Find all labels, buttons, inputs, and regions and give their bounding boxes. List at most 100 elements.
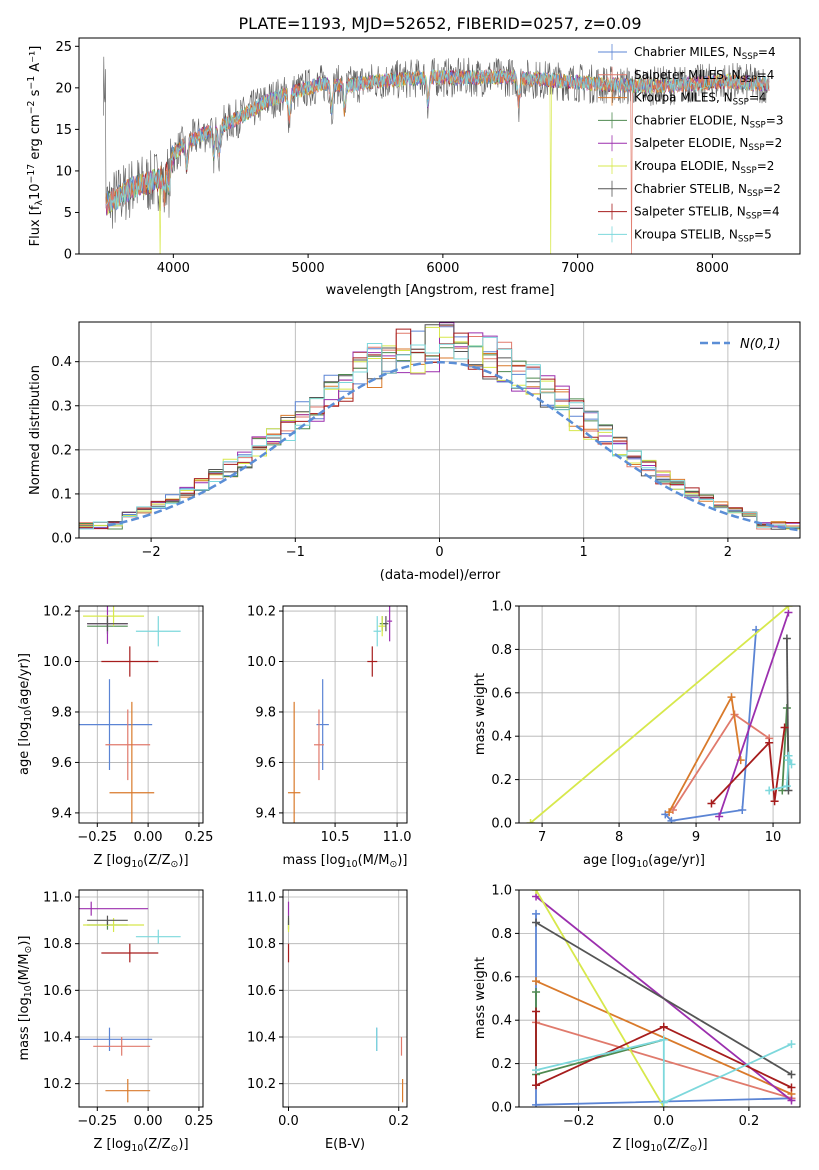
label-span: (age/yr)]	[648, 853, 705, 868]
weight-line-kroupa_elodie	[535, 890, 665, 1107]
y-tick-label: 9.8	[51, 705, 72, 720]
x-axis-label: mass [log10(M/M⊙)]	[283, 853, 408, 870]
label-span: erg cm	[28, 114, 43, 163]
weight-marker-chabrier_stelib	[782, 634, 791, 643]
y-tick-label: 10.4	[43, 1031, 72, 1046]
x-axis-label: Z [log10(Z/Z⊙)]	[93, 853, 188, 870]
weight-marker-kroupa_elodie	[784, 606, 793, 610]
weight-marker-kroupa_stelib	[532, 1066, 541, 1075]
y-tick-label: 0.0	[51, 532, 72, 547]
label-span: =4	[762, 205, 780, 219]
y-tick-label: 10.0	[43, 655, 72, 670]
weight-marker-kroupa_stelib	[765, 786, 774, 795]
label-span: wavelength [Angstrom, rest frame]	[326, 283, 555, 298]
x-tick-label: 6000	[426, 261, 459, 276]
label-span: s	[28, 89, 43, 100]
label-span: 10	[131, 859, 143, 870]
axes-frame	[518, 605, 801, 824]
y-tick-label: 10.4	[247, 1031, 276, 1046]
label-span: )]	[178, 853, 188, 868]
x-tick-label: −1	[286, 545, 305, 560]
gaussian-curve	[107, 360, 800, 532]
label-span: (M/M	[17, 954, 32, 986]
label-span: )]	[697, 1137, 707, 1152]
y-tick-label: 10.2	[247, 1077, 276, 1092]
label-span: A⁻¹]	[28, 46, 43, 76]
weight_vs_age-panel	[515, 605, 801, 827]
weight-line-salpeter_elodie	[718, 612, 790, 817]
label-span: 10	[636, 859, 648, 870]
label-span: (M/M	[358, 853, 390, 868]
label-span: 10	[131, 1143, 143, 1154]
spectrum-panel	[75, 37, 801, 258]
weight-marker-salpeter_stelib	[765, 738, 774, 747]
weight-marker-chabrier_stelib	[532, 918, 541, 927]
y-tick-label: 10.6	[247, 984, 276, 999]
weight-line-chabrier_elodie	[535, 992, 665, 1076]
age_vs_mass-plot-area	[287, 606, 393, 823]
label-span: Chabrier MILES, N	[634, 45, 742, 59]
label-span: Normed distribution	[28, 365, 43, 495]
x-tick-label: 0.0	[653, 1114, 674, 1129]
label-span: =5	[754, 227, 772, 241]
x-tick-label: −0.25	[77, 830, 117, 845]
label-span: SSP	[733, 98, 749, 108]
x-tick-label: 0.2	[388, 1114, 409, 1129]
label-span: (Z/Z	[662, 1137, 689, 1152]
x-tick-label: 7	[538, 830, 546, 845]
weight-line-kroupa_stelib	[535, 1038, 792, 1105]
y-tick-label: 1.0	[491, 600, 512, 615]
y-axis-label: age [log10(age/yr)]	[17, 653, 34, 775]
y-tick-label: 9.4	[255, 806, 276, 821]
y-tick-label: 0	[64, 248, 72, 263]
age_vs_Z-plot-area	[79, 606, 181, 823]
legend-label-gaussian: N(0,1)	[740, 337, 781, 352]
weight-marker-kroupa_miles	[665, 808, 674, 817]
label-span: −1	[26, 76, 37, 90]
legend-label-salpeter_elodie: Salpeter ELODIE, NSSP=2	[634, 136, 782, 153]
label-span: 10	[23, 710, 34, 722]
y-axis-label: Normed distribution	[28, 365, 43, 495]
label-span: )]	[17, 936, 32, 946]
label-span: (age/yr)]	[17, 653, 32, 710]
age_vs_mass-panel	[279, 605, 408, 827]
label-span: Salpeter ELODIE, N	[634, 136, 748, 150]
label-span: Z [log	[93, 853, 131, 868]
label-span: Chabrier STELIB, N	[634, 182, 747, 196]
x-axis-label: Z [log10(Z/Z⊙)]	[612, 1137, 707, 1154]
weight-marker-salpeter_elodie	[715, 812, 724, 821]
weight-marker-kroupa_miles	[727, 693, 736, 702]
label-span: 10	[28, 183, 43, 200]
x-tick-label: 5000	[292, 261, 325, 276]
weight-line-salpeter_stelib	[535, 1011, 792, 1089]
x-tick-label: 9	[692, 830, 700, 845]
weight-marker-chabrier_miles	[532, 909, 541, 918]
weight-marker-kroupa_stelib	[659, 1098, 668, 1107]
label-span: ⊙	[171, 1143, 179, 1154]
weight-marker-chabrier_stelib	[784, 786, 793, 795]
x-tick-label: 0.2	[739, 1114, 760, 1129]
x-tick-label: 7000	[561, 261, 594, 276]
axes-frame	[78, 37, 801, 255]
axes-frame	[78, 605, 204, 824]
weight-marker-kroupa_stelib	[784, 751, 793, 760]
y-tick-label: 10	[55, 164, 72, 179]
weight-marker-kroupa_miles	[532, 977, 541, 986]
weight-line-salpeter_miles	[672, 713, 770, 811]
weight-line-chabrier_stelib	[535, 921, 792, 1076]
weight-line-salpeter_stelib	[710, 727, 786, 805]
y-tick-label: 9.6	[255, 756, 276, 771]
x-axis-label: (data-model)/error	[380, 568, 501, 583]
legend-label-kroupa_miles: Kroupa MILES, NSSP=4	[634, 91, 767, 108]
weight-marker-chabrier_miles	[532, 1100, 541, 1107]
y-tick-label: 10.2	[43, 1077, 72, 1092]
label-span: ⊙	[690, 1143, 698, 1154]
label-span: Kroupa STELIB, N	[634, 227, 738, 241]
axes-frame	[282, 889, 408, 1108]
label-span: SSP	[747, 189, 763, 199]
y-tick-label: 0.6	[491, 686, 512, 701]
axes-frame	[78, 889, 204, 1108]
residuals-plot-area	[79, 322, 800, 538]
label-span: Z [log	[93, 1137, 131, 1152]
y-tick-label: 10.8	[247, 937, 276, 952]
